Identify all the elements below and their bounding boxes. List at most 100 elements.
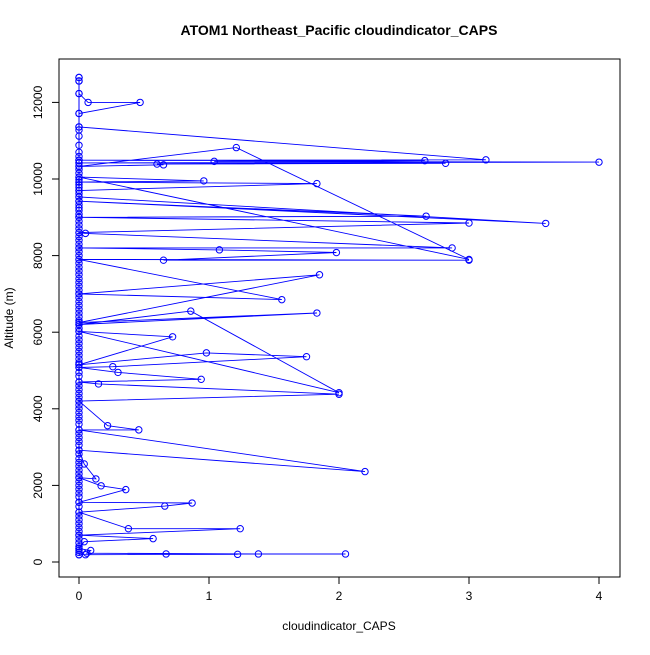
baseline-point (75, 178, 83, 186)
data-point (595, 158, 603, 166)
baseline-point (75, 393, 83, 402)
baseline-point (75, 458, 83, 467)
y-tick-label: 6000 (31, 319, 45, 346)
baseline-point (75, 523, 83, 532)
baseline-point (75, 181, 83, 189)
data-point (75, 318, 83, 327)
x-tick-label: 2 (336, 589, 343, 603)
baseline-point (75, 363, 83, 372)
data-point (84, 98, 92, 107)
y-tick-label: 0 (31, 558, 45, 565)
x-tick-label: 3 (466, 589, 473, 603)
baseline-point (75, 485, 83, 493)
baseline-point (75, 244, 83, 252)
baseline-point (75, 282, 83, 290)
baseline-point (75, 382, 83, 390)
baseline-point (75, 535, 83, 543)
baseline-point (75, 267, 83, 275)
data-point (332, 248, 341, 257)
data-point (313, 309, 321, 317)
baseline-point (75, 551, 83, 559)
data-point (94, 380, 103, 388)
baseline-point (75, 297, 83, 306)
data-point (161, 502, 169, 510)
baseline-point (75, 351, 83, 359)
baseline-point (75, 531, 83, 539)
baseline-point (75, 248, 83, 256)
baseline-point (75, 502, 83, 511)
y-tick-label: 8000 (31, 242, 45, 269)
baseline-point (75, 324, 83, 333)
data-point (149, 534, 157, 543)
baseline-point (75, 368, 83, 377)
baseline-point (75, 343, 83, 352)
baseline-point (75, 355, 83, 363)
baseline-point (75, 274, 83, 283)
x-axis: 0 1 2 3 4 (76, 576, 603, 603)
baseline-point (75, 405, 83, 413)
baseline-point (75, 446, 83, 454)
data-point (335, 390, 343, 398)
data-point (159, 256, 168, 264)
baseline-point (75, 470, 83, 478)
data-point (236, 524, 244, 533)
baseline-point (75, 332, 83, 340)
y-tick-label: 10000 (31, 162, 45, 196)
data-point (422, 212, 430, 220)
y-tick-label: 12000 (31, 85, 45, 119)
data-point (441, 159, 450, 167)
baseline-point (75, 263, 83, 271)
baseline-point (75, 498, 83, 506)
baseline-point (75, 462, 83, 470)
baseline-point (75, 466, 83, 474)
series-line (77, 77, 600, 556)
baseline-point (75, 401, 83, 409)
baseline-point (75, 508, 83, 516)
baseline-point (75, 412, 83, 421)
baseline-point (75, 165, 83, 174)
x-axis-label: cloudindicator_CAPS (282, 619, 395, 633)
data-point (124, 524, 133, 533)
data-point (341, 550, 350, 558)
baseline-point (75, 520, 83, 528)
data-point (135, 426, 143, 434)
data-point (315, 271, 324, 279)
data-point (136, 98, 144, 107)
baseline-point (75, 176, 83, 184)
baseline-point (75, 89, 83, 98)
data-point (122, 485, 130, 494)
data-point (278, 295, 286, 304)
data-point (465, 256, 473, 264)
baseline-point (75, 213, 83, 222)
data-point (114, 368, 122, 377)
data-point (83, 549, 91, 557)
baseline-point (75, 512, 83, 520)
baseline-point (75, 309, 83, 317)
baseline-point (75, 173, 83, 181)
data-point (254, 550, 263, 558)
baseline-point (75, 389, 83, 398)
baseline-point (75, 489, 83, 497)
baseline-point (75, 313, 83, 321)
baseline-point (75, 259, 83, 267)
baseline-point (75, 347, 83, 356)
baseline-point (75, 433, 83, 442)
data-point (187, 307, 195, 315)
data-point (188, 499, 196, 507)
baseline-point (75, 546, 83, 555)
baseline-point (75, 225, 83, 233)
data-point (168, 333, 177, 341)
data-point (215, 246, 224, 254)
baseline-point (75, 73, 83, 82)
baseline-point (75, 474, 83, 482)
baseline-point (75, 378, 83, 386)
baseline-point (75, 516, 83, 524)
baseline-point (75, 278, 83, 287)
baseline-point (75, 132, 83, 140)
baseline-point (75, 305, 83, 313)
baseline-point (75, 493, 83, 501)
baseline-point (75, 123, 83, 131)
baseline-point (75, 429, 83, 438)
baseline-point (75, 454, 83, 463)
